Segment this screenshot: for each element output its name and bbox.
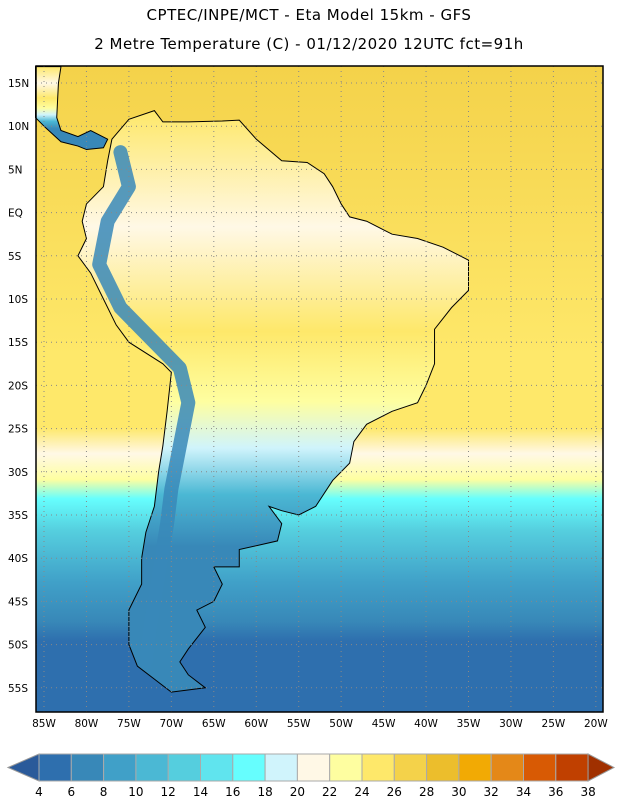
colorbar-swatch — [296, 753, 331, 782]
lon-label: 75W — [117, 718, 141, 730]
colorbar-tick-label: 30 — [451, 785, 466, 799]
lat-label: 10N — [8, 121, 29, 133]
title-line-1: CPTEC/INPE/MCT - Eta Model 15km - GFS — [146, 6, 472, 24]
colorbar-tick-label: 4 — [35, 785, 43, 799]
lat-label: 10S — [8, 294, 28, 306]
colorbar-tick-label: 18 — [257, 785, 272, 799]
lat-label: 5S — [8, 251, 22, 263]
lat-label: 20S — [8, 380, 28, 392]
lat-label: 15S — [8, 337, 28, 349]
lat-label: 55S — [8, 683, 28, 695]
andes-cold-band — [92, 145, 196, 669]
colorbar-swatch — [135, 753, 169, 782]
lon-label: 20W — [584, 718, 608, 730]
colorbar-swatch — [103, 753, 137, 782]
colorbar-swatch — [555, 753, 589, 782]
colorbar: 4 6 8 10 12 14 16 18 20 22 24 26 28 30 32 34 36 38 — [6, 753, 616, 799]
colorbar-swatch — [426, 753, 460, 782]
south-america-landmass — [77, 110, 469, 693]
colorbar-swatch — [329, 753, 363, 782]
colorbar-swatch — [523, 753, 557, 782]
colorbar-swatch — [167, 753, 201, 782]
lat-label: 5N — [8, 164, 23, 176]
colorbar-swatch — [232, 753, 266, 782]
lon-label: 55W — [287, 718, 311, 730]
colorbar-tick-label: 36 — [548, 785, 563, 799]
colorbar-tick-label: 26 — [387, 785, 402, 799]
colorbar-swatch — [200, 753, 234, 782]
lat-label: 30S — [8, 467, 28, 479]
lon-label: 65W — [202, 718, 226, 730]
lon-label: 30W — [499, 718, 523, 730]
lon-label: 40W — [414, 718, 438, 730]
lat-label: 50S — [8, 640, 28, 652]
lon-label: 85W — [32, 718, 56, 730]
lat-label: EQ — [8, 208, 23, 220]
colorbar-tick-label: 24 — [354, 785, 369, 799]
colorbar-under-arrow — [6, 753, 40, 782]
lat-label: 35S — [8, 510, 28, 522]
colorbar-tick-label: 32 — [484, 785, 499, 799]
colorbar-tick-label: 14 — [193, 785, 208, 799]
colorbar-tick-label: 38 — [580, 785, 595, 799]
colorbar-tick-label: 8 — [100, 785, 108, 799]
map-frame — [35, 65, 604, 713]
lat-label: 45S — [8, 596, 28, 608]
lon-label: 45W — [372, 718, 396, 730]
colorbar-tick-label: 34 — [516, 785, 531, 799]
colorbar-tick-label: 10 — [128, 785, 143, 799]
colorbar-swatch — [38, 753, 72, 782]
lat-label: 15N — [8, 78, 29, 90]
colorbar-swatch — [361, 753, 395, 782]
central-america-landmass — [35, 66, 109, 151]
lon-label: 50W — [329, 718, 353, 730]
colorbar-tick-label: 28 — [419, 785, 434, 799]
colorbar-tick-label: 20 — [290, 785, 305, 799]
colorbar-over-arrow — [587, 753, 616, 782]
colorbar-swatch — [393, 753, 428, 782]
colorbar-swatch — [490, 753, 525, 782]
colorbar-swatch — [458, 753, 492, 782]
colorbar-tick-label: 12 — [161, 785, 176, 799]
lon-label: 60W — [244, 718, 268, 730]
colorbar-swatch — [264, 753, 298, 782]
title-line-2: 2 Metre Temperature (C) - 01/12/2020 12U… — [94, 35, 524, 53]
lon-label: 25W — [542, 718, 566, 730]
lat-label: 40S — [8, 553, 28, 565]
colorbar-tick-label: 16 — [225, 785, 240, 799]
lat-label: 25S — [8, 424, 28, 436]
colorbar-swatch — [70, 753, 105, 782]
lon-label: 70W — [159, 718, 183, 730]
lon-label: 35W — [457, 718, 481, 730]
colorbar-tick-label: 6 — [67, 785, 75, 799]
lon-label: 80W — [75, 718, 99, 730]
colorbar-tick-label: 22 — [322, 785, 337, 799]
